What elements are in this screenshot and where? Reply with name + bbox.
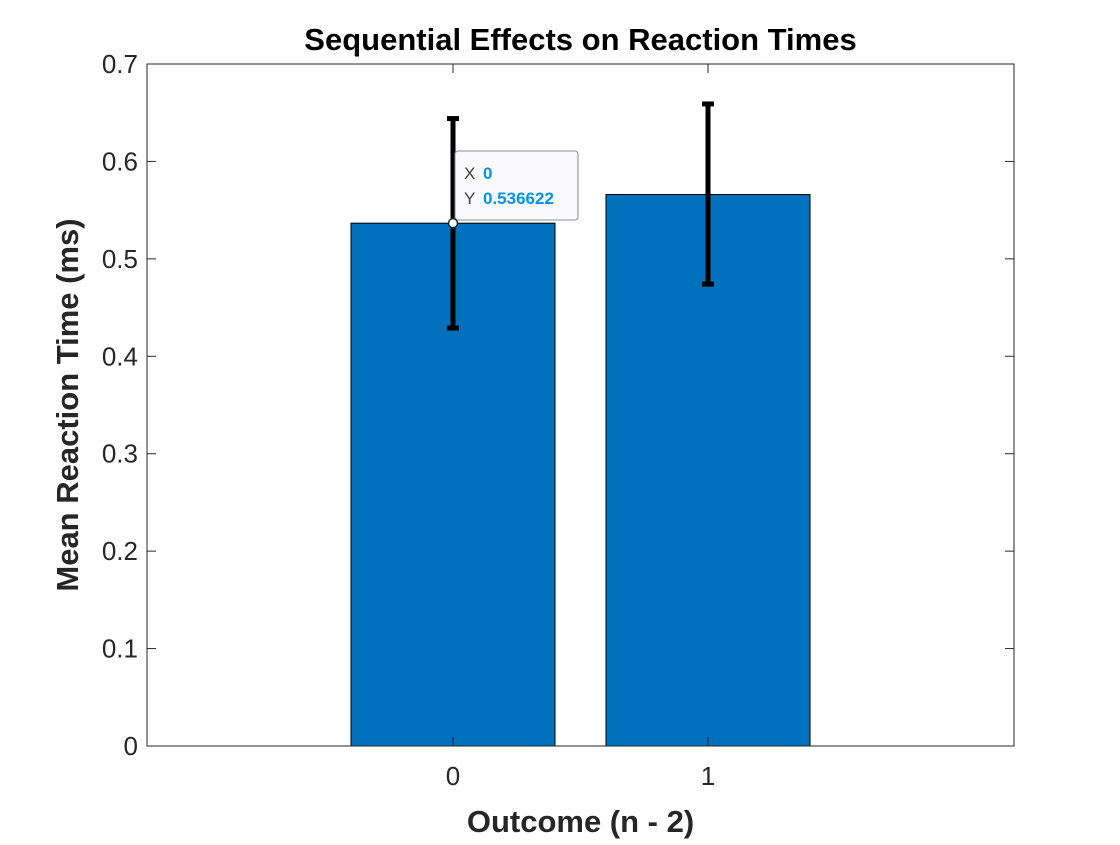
x-tick-label: 0	[446, 761, 460, 791]
y-tick-label: 0.1	[102, 634, 138, 664]
x-axis-title: Outcome (n - 2)	[467, 804, 694, 839]
y-tick-label: 0.6	[102, 146, 138, 176]
datatip-y-value: 0.536622	[483, 189, 554, 208]
datatip-x-value: 0	[483, 164, 492, 183]
y-axis-title: Mean Reaction Time (ms)	[50, 218, 85, 591]
ticks-layer: 0 0.1 0.2 0.3 0.4 0.5 0.6 0.7 0 1	[102, 49, 1014, 791]
datatip-marker[interactable]	[447, 217, 459, 229]
y-tick-label: 0.3	[102, 439, 138, 469]
datatip[interactable]: X 0 Y 0.536622	[447, 150, 579, 229]
y-tick-label: 0.7	[102, 49, 138, 79]
chart-title: Sequential Effects on Reaction Times	[304, 22, 856, 57]
axes-box	[146, 63, 1015, 747]
y-tick-label: 0.5	[102, 244, 138, 274]
error-bars-layer	[447, 101, 714, 331]
datatip-y-key: Y	[464, 189, 475, 208]
y-tick-label: 0	[124, 731, 138, 761]
x-tick-label: 1	[701, 761, 715, 791]
datatip-x-key: X	[464, 164, 475, 183]
bars-layer	[350, 194, 811, 747]
datatip-box	[454, 150, 579, 221]
y-tick-label: 0.2	[102, 536, 138, 566]
y-tick-label: 0.4	[102, 341, 138, 371]
